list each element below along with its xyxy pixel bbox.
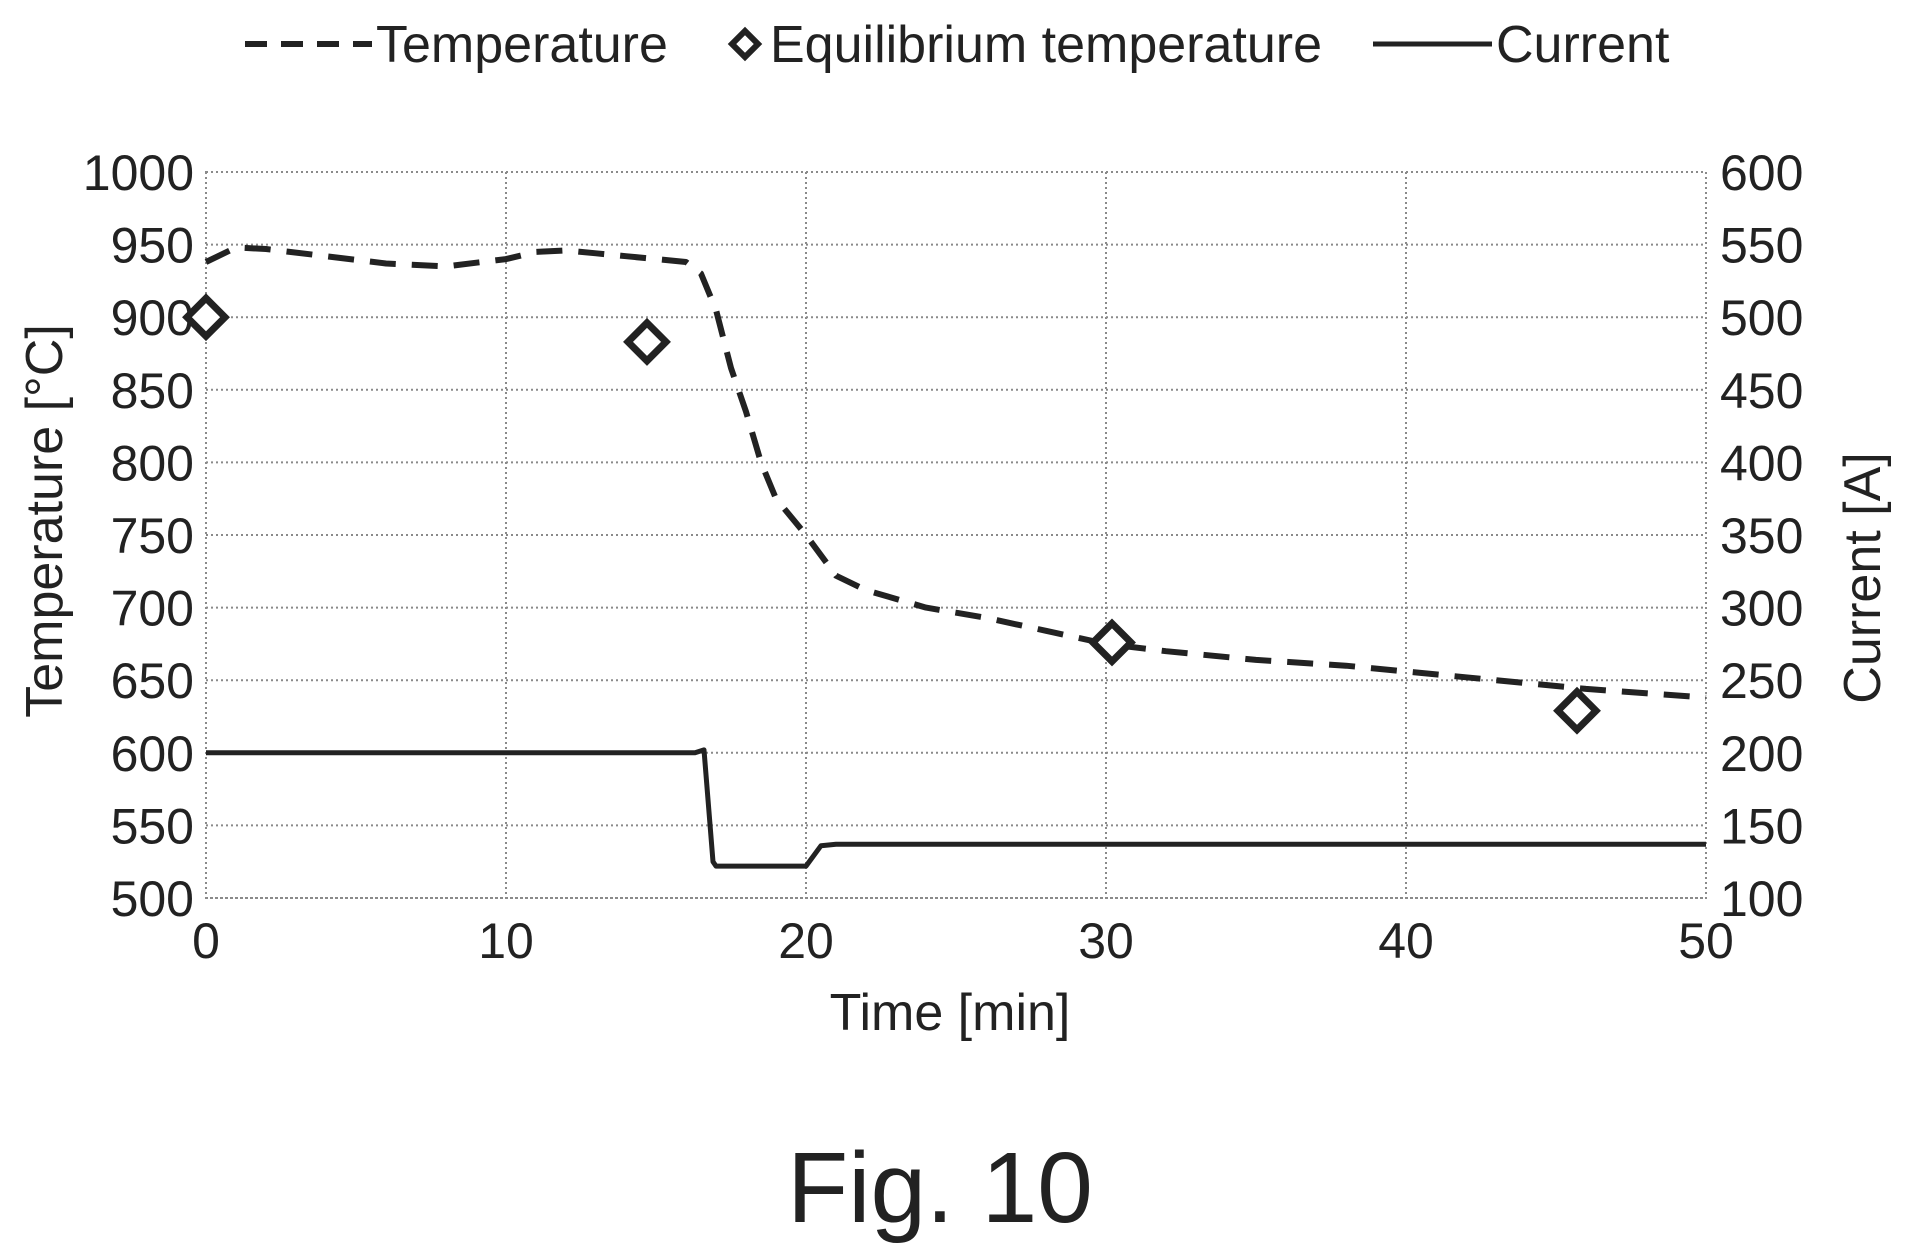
plot-area — [182, 244, 1707, 869]
legend-temperature-label: Temperature — [376, 16, 668, 74]
y2-tick-label: 400 — [1720, 435, 1803, 491]
y-tick-label: 850 — [111, 363, 194, 419]
y-tick-label: 600 — [111, 726, 194, 782]
x-axis-title: Time [min] — [830, 984, 1071, 1042]
y-tick-label: 500 — [111, 871, 194, 927]
x-tick-label: 10 — [478, 913, 534, 969]
equilibrium-temperature-point — [182, 293, 230, 342]
legend-equilibrium-temperature-label: Equilibrium temperature — [770, 16, 1322, 74]
equilibrium-temperature-point — [1088, 618, 1136, 667]
y2-tick-label: 150 — [1720, 798, 1803, 854]
tick-labels: 5005506006507007508008509009501000100150… — [83, 145, 1804, 969]
x-tick-label: 20 — [778, 913, 834, 969]
y2-tick-label: 600 — [1720, 145, 1803, 201]
grid — [205, 171, 1707, 899]
legend: Temperature Equilibrium temperature Curren… — [245, 16, 1670, 74]
y2-tick-label: 500 — [1720, 290, 1803, 346]
y-tick-label: 700 — [111, 581, 194, 637]
y2-tick-label: 550 — [1720, 218, 1803, 274]
legend-equilibrium-temperature-symbol — [727, 26, 763, 62]
equilibrium-temperature-point — [623, 317, 671, 366]
y-axis-title: Temperature [°C] — [16, 324, 74, 718]
figure-caption: Fig. 10 — [787, 1132, 1093, 1244]
y2-tick-label: 450 — [1720, 363, 1803, 419]
y2-tick-label: 100 — [1720, 871, 1803, 927]
y2-tick-label: 250 — [1720, 653, 1803, 709]
y-tick-label: 900 — [111, 290, 194, 346]
y-tick-label: 950 — [111, 218, 194, 274]
y-tick-label: 750 — [111, 508, 194, 564]
legend-current-label: Current — [1496, 16, 1670, 74]
y2-tick-label: 350 — [1720, 508, 1803, 564]
y-tick-label: 1000 — [83, 145, 194, 201]
x-tick-label: 40 — [1378, 913, 1434, 969]
equilibrium-temperature-point — [1553, 686, 1601, 735]
y-tick-label: 650 — [111, 653, 194, 709]
y-tick-label: 550 — [111, 798, 194, 854]
x-tick-label: 30 — [1078, 913, 1134, 969]
y2-tick-label: 300 — [1720, 581, 1803, 637]
x-tick-label: 50 — [1678, 913, 1734, 969]
y2-tick-label: 200 — [1720, 726, 1803, 782]
y2-axis-title: Current [A] — [1834, 452, 1892, 703]
y-tick-label: 800 — [111, 435, 194, 491]
current-line — [206, 747, 1706, 869]
temperature-line — [204, 244, 1707, 701]
x-tick-label: 0 — [192, 913, 220, 969]
